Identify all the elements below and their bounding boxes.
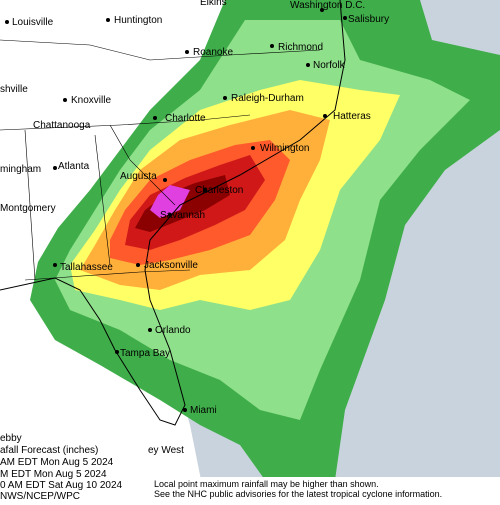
legend-line: M EDT Mon Aug 5 2024 bbox=[0, 469, 107, 480]
city-label: Montgomery bbox=[0, 203, 56, 214]
city-label: Richmond bbox=[278, 42, 323, 53]
city-label: Salisbury bbox=[348, 14, 389, 25]
note: See the NHC public advisories for the la… bbox=[154, 489, 442, 499]
city-label: ey West bbox=[148, 445, 184, 456]
city-label: Tampa Bay bbox=[120, 348, 170, 359]
city-label: Tallahassee bbox=[60, 262, 113, 273]
city-label: shville bbox=[0, 84, 28, 95]
note-box bbox=[150, 477, 500, 500]
city-label: Wilmington bbox=[260, 143, 309, 154]
legend-box bbox=[0, 432, 140, 500]
legend-line: AM EDT Mon Aug 5 2024 bbox=[0, 457, 114, 468]
city-label: Roanoke bbox=[193, 47, 233, 58]
city-label: Louisville bbox=[12, 17, 54, 28]
city-label: Orlando bbox=[155, 325, 191, 336]
city-label: Jacksonville bbox=[144, 260, 198, 271]
legend-source: NWS/NCEP/WPC bbox=[0, 491, 80, 500]
city-dots bbox=[5, 8, 347, 412]
city-label: Augusta bbox=[120, 171, 157, 182]
city-label: Chattanooga bbox=[33, 120, 91, 131]
city-label: Hatteras bbox=[333, 111, 371, 122]
legend-subtitle: afall Forecast (inches) bbox=[0, 445, 98, 456]
city-label: Charlotte bbox=[165, 113, 206, 124]
rain-band bbox=[150, 185, 190, 218]
city-label: Knoxville bbox=[71, 95, 111, 106]
city-label: Elkins bbox=[200, 0, 227, 8]
legend-title: ebby bbox=[0, 433, 22, 444]
city-label: Charleston bbox=[195, 185, 243, 196]
city-label: Raleigh-Durham bbox=[231, 93, 304, 104]
borders bbox=[0, 0, 346, 426]
city-label: Norfolk bbox=[313, 60, 346, 71]
city-label: mingham bbox=[0, 164, 41, 175]
city-label: Miami bbox=[190, 405, 217, 416]
city-label: Atlanta bbox=[58, 161, 90, 172]
city-label: Huntington bbox=[114, 15, 162, 26]
city-label: Washington D.C. bbox=[290, 0, 365, 11]
legend-line: 0 AM EDT Sat Aug 10 2024 bbox=[0, 480, 123, 491]
city-label: Savannah bbox=[160, 210, 205, 221]
note: Local point maximum rainfall may be high… bbox=[154, 479, 379, 489]
